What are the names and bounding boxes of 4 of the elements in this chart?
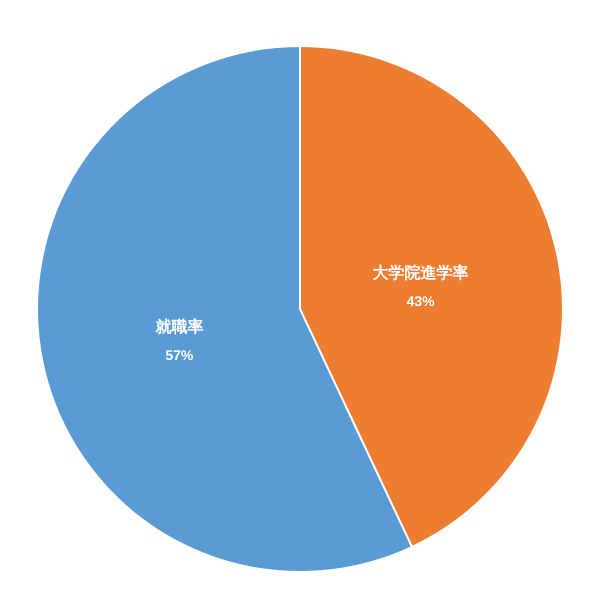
data-label: 57% (165, 346, 194, 363)
slice-label: 就職率 (154, 316, 204, 336)
slice-label: 大学院進学率 (372, 263, 469, 282)
data-label: 43% (406, 293, 436, 310)
